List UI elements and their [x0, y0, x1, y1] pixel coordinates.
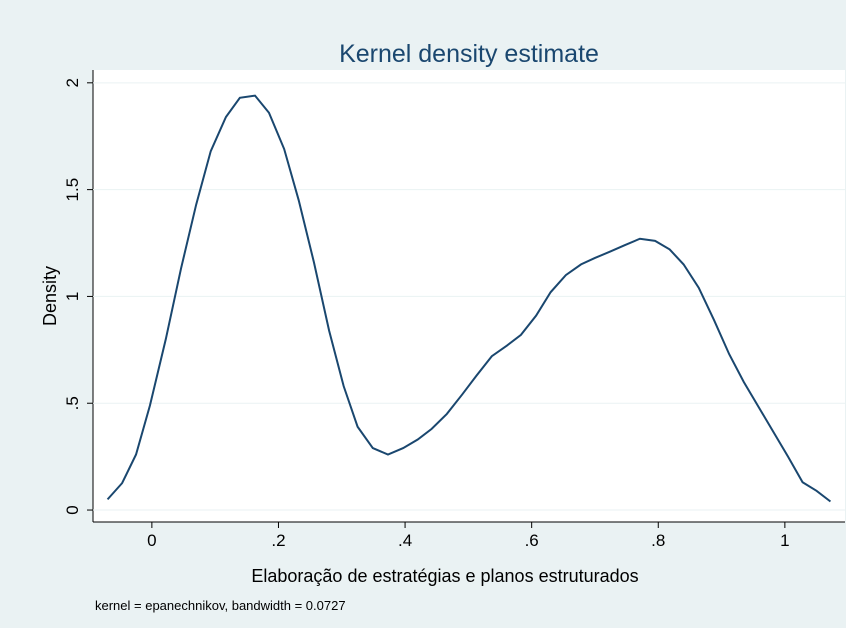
y-tick-label: 1 — [63, 292, 82, 301]
y-tick-label: 2 — [63, 78, 82, 87]
note: kernel = epanechnikov, bandwidth = 0.072… — [95, 598, 346, 613]
y-tick-label: 1.5 — [63, 178, 82, 202]
x-tick-label: .8 — [651, 531, 665, 550]
x-axis-label: Elaboração de estratégias e planos estru… — [251, 566, 638, 586]
y-axis-label: Density — [40, 266, 60, 326]
x-tick-label: .4 — [398, 531, 412, 550]
x-tick-label: 0 — [147, 531, 156, 550]
x-tick-label: .6 — [525, 531, 539, 550]
chart-title: Kernel density estimate — [339, 40, 599, 68]
y-tick-label: 0 — [63, 505, 82, 514]
x-tick-label: .2 — [271, 531, 285, 550]
x-tick-label: 1 — [780, 531, 789, 550]
y-tick-label: .5 — [63, 396, 82, 410]
density-line — [106, 94, 832, 503]
